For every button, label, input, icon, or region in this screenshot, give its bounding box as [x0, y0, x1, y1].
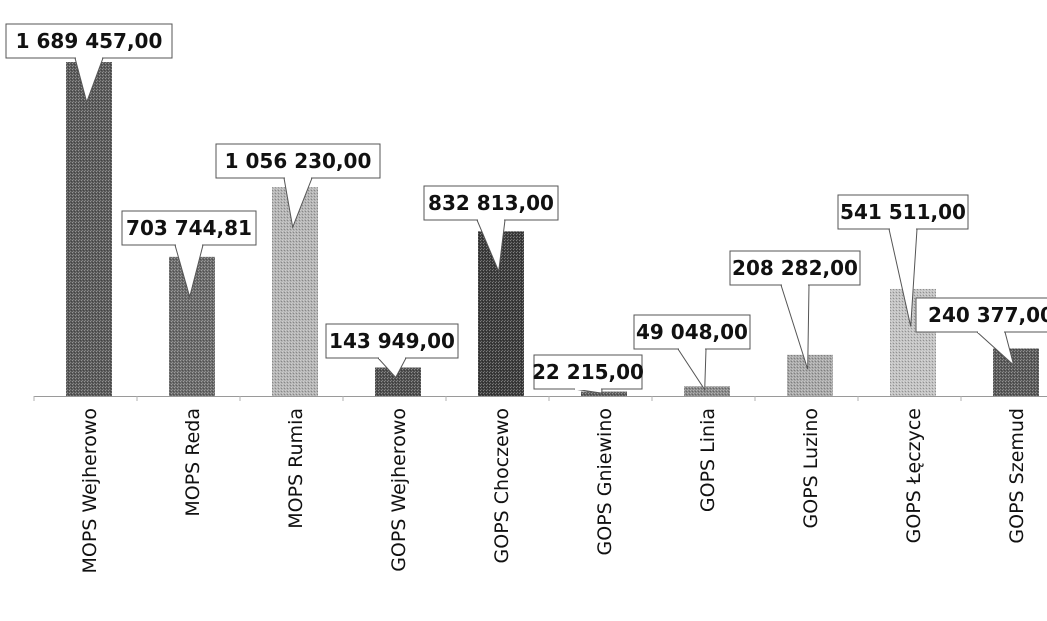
callouts-layer: 1 689 457,00 703 744,81 1 056 230,00 143 94…	[5, 23, 1047, 394]
bar-texture	[478, 231, 524, 396]
x-tick-label: MOPS Rumia	[285, 408, 307, 529]
x-tick-label: MOPS Wejherowo	[79, 408, 101, 573]
x-tick-label: GOPS Wejherowo	[388, 408, 410, 572]
data-label-box	[5, 23, 173, 59]
x-tick-label: GOPS Choczewo	[491, 408, 513, 563]
data-label: 240 377,00	[928, 303, 1047, 327]
data-label: 541 511,00	[840, 200, 966, 224]
x-tick-label: GOPS Łęczyce	[903, 408, 925, 543]
data-label: 1 689 457,00	[16, 29, 163, 53]
bar-texture	[684, 386, 730, 396]
bars-layer	[66, 62, 1039, 396]
category-labels-layer: MOPS Wejherowo MOPS Reda MOPS Rumia GOPS We…	[79, 408, 1028, 573]
axis-layer	[33, 396, 1047, 401]
data-label: 22 215,00	[532, 360, 644, 384]
data-label: 49 048,00	[636, 320, 748, 344]
data-label-box	[325, 323, 459, 359]
bar-texture	[993, 348, 1039, 396]
x-tick-label: GOPS Linia	[697, 408, 719, 512]
bar-texture	[787, 354, 833, 396]
data-label: 832 813,00	[428, 191, 554, 215]
x-tick-label: GOPS Szemud	[1006, 408, 1028, 544]
bar-texture	[581, 391, 627, 396]
data-label: 1 056 230,00	[225, 149, 372, 173]
data-label-box	[633, 314, 751, 350]
data-label-box	[837, 194, 969, 230]
data-label: 703 744,81	[126, 216, 252, 240]
data-label: 208 282,00	[732, 256, 858, 280]
x-tick-label: MOPS Reda	[182, 408, 204, 517]
data-label-pointer	[677, 348, 707, 392]
x-tick-label: GOPS Luzino	[800, 408, 822, 528]
data-label: 143 949,00	[329, 329, 455, 353]
x-tick-label: GOPS Gniewino	[594, 408, 616, 555]
bar-texture	[66, 62, 112, 396]
